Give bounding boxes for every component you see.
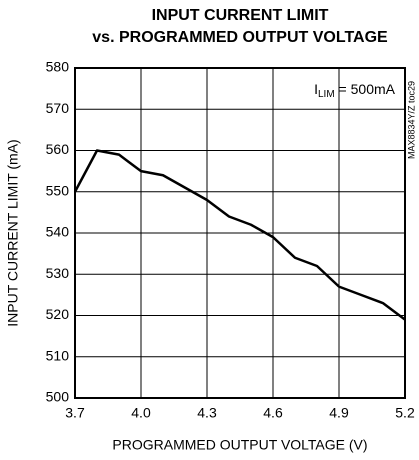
y-tick-label: 510 [46, 347, 70, 363]
y-axis-label: INPUT CURRENT LIMIT (mA) [5, 139, 21, 326]
y-tick-label: 550 [46, 182, 70, 198]
x-axis-label: PROGRAMMED OUTPUT VOLTAGE (V) [112, 437, 367, 453]
y-tick-label: 570 [46, 100, 70, 116]
side-label: MAX8834Y/Z toc29 [406, 81, 416, 159]
data-line [73, 149, 406, 321]
plot-frame [74, 67, 406, 399]
y-tick-label: 560 [46, 141, 70, 157]
x-tick-label: 4.0 [131, 405, 151, 421]
x-tick-label: 4.6 [263, 405, 283, 421]
chart-title-line: vs. PROGRAMMED OUTPUT VOLTAGE [92, 29, 388, 46]
x-tick-label: 3.7 [65, 405, 85, 421]
annotation: ILIM = 500mA [314, 81, 396, 100]
x-tick-label: 4.3 [197, 405, 217, 421]
x-tick-label: 4.9 [329, 405, 349, 421]
annotation-main: I [314, 81, 318, 97]
y-tick-label: 520 [46, 306, 70, 322]
annotation-rest: = 500mA [335, 81, 396, 97]
chart-title-line: INPUT CURRENT LIMIT [152, 7, 329, 24]
x-tick-label: 5.2 [395, 405, 415, 421]
annotation-sub: LIM [318, 89, 335, 100]
y-tick-label: 530 [46, 265, 70, 281]
y-tick-label: 580 [46, 59, 70, 75]
y-tick-label: 500 [46, 389, 70, 405]
y-tick-label: 540 [46, 224, 70, 240]
